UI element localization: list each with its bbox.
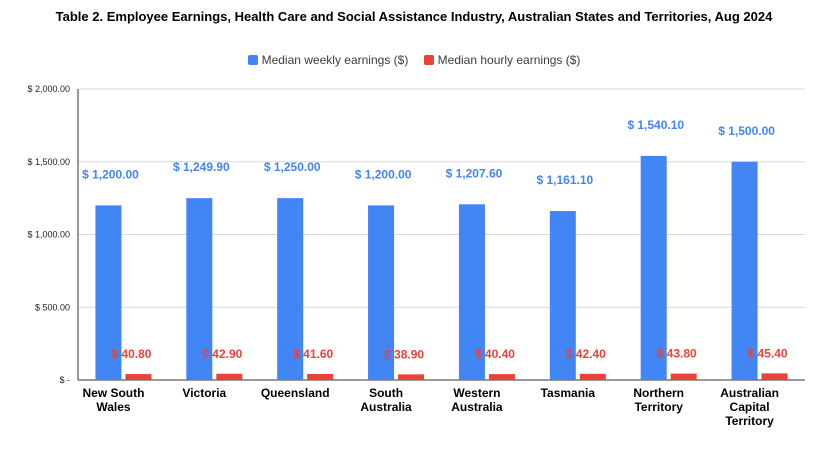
weekly-earnings-bar (186, 198, 213, 380)
weekly-earnings-label: $ 1,200.00 (82, 167, 139, 181)
weekly-earnings-label: $ 1,249.90 (173, 160, 230, 174)
weekly-earnings-bar (458, 204, 485, 380)
hourly-earnings-label: $ 42.40 (566, 347, 606, 361)
legend-swatch-weekly (247, 55, 258, 65)
x-tick-label: Australia (360, 400, 412, 414)
hourly-earnings-label: $ 38.90 (384, 347, 424, 361)
legend-label-hourly: Median hourly earnings ($) (437, 53, 581, 67)
x-tick-label: Western (453, 386, 500, 400)
x-tick-label: South (369, 386, 403, 400)
y-tick-label: $ 2,000.00 (27, 84, 70, 94)
legend-item-weekly: Median weekly earnings ($) (247, 53, 409, 67)
weekly-earnings-label: $ 1,200.00 (355, 167, 412, 181)
hourly-earnings-label: $ 42.90 (202, 347, 242, 361)
hourly-earnings-bar (761, 373, 788, 380)
y-tick-label: $ 1,500.00 (27, 157, 70, 167)
x-tick-label: Territory (725, 414, 774, 428)
x-tick-label: Tasmania (541, 386, 596, 400)
hourly-earnings-bar (216, 373, 243, 380)
weekly-earnings-bar (95, 205, 122, 380)
weekly-earnings-bar (549, 211, 576, 380)
hourly-earnings-label: $ 40.40 (475, 347, 515, 361)
x-tick-label: Territory (634, 400, 683, 414)
hourly-earnings-label: $ 45.40 (748, 346, 788, 360)
hourly-earnings-bar (579, 373, 606, 380)
hourly-earnings-label: $ 41.60 (293, 347, 333, 361)
hourly-earnings-bar (398, 374, 425, 380)
x-tick-label: Northern (633, 386, 684, 400)
hourly-earnings-label: $ 40.80 (111, 347, 151, 361)
x-tick-label: Queensland (261, 386, 330, 400)
weekly-earnings-label: $ 1,250.00 (264, 160, 321, 174)
x-tick-label: Australia (451, 400, 503, 414)
weekly-earnings-bar (731, 161, 758, 380)
y-tick-label: $ 500.00 (35, 302, 70, 312)
weekly-earnings-label: $ 1,161.10 (536, 173, 593, 187)
x-tick-label: Victoria (182, 386, 226, 400)
hourly-earnings-bar (670, 373, 697, 380)
weekly-earnings-bar (640, 155, 667, 380)
weekly-earnings-bar (368, 205, 395, 380)
x-tick-label: New South (82, 386, 144, 400)
chart-legend: Median weekly earnings ($) Median hourly… (0, 53, 828, 67)
hourly-earnings-bar (307, 373, 334, 380)
y-tick-label: $ 1,000.00 (27, 230, 70, 240)
weekly-earnings-label: $ 1,207.60 (446, 166, 503, 180)
x-tick-label: Wales (96, 400, 131, 414)
legend-item-hourly: Median hourly earnings ($) (423, 53, 581, 67)
weekly-earnings-bar (277, 198, 304, 380)
legend-label-weekly: Median weekly earnings ($) (261, 53, 409, 67)
weekly-earnings-label: $ 1,500.00 (718, 124, 775, 138)
hourly-earnings-bar (488, 374, 515, 380)
hourly-earnings-label: $ 43.80 (657, 347, 697, 361)
weekly-earnings-label: $ 1,540.10 (627, 118, 684, 132)
legend-swatch-hourly (423, 55, 434, 65)
x-tick-label: Capital (730, 400, 770, 414)
x-tick-label: Australian (720, 386, 779, 400)
y-tick-label: $ - (59, 375, 70, 385)
chart-title: Table 2. Employee Earnings, Health Care … (55, 9, 773, 24)
hourly-earnings-bar (125, 374, 152, 380)
